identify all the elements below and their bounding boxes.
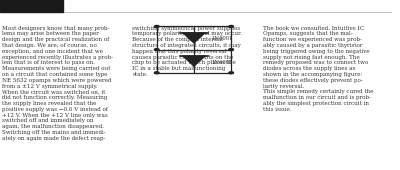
Polygon shape (182, 56, 206, 67)
Circle shape (229, 26, 234, 28)
Text: 1N4001: 1N4001 (212, 36, 233, 41)
Text: switching symmetrical power supplies
temporary polarity reversal may occur.
Beca: switching symmetrical power supplies tem… (132, 26, 242, 77)
Circle shape (229, 72, 234, 74)
Circle shape (154, 49, 159, 51)
Circle shape (154, 72, 159, 74)
Polygon shape (182, 33, 206, 43)
Circle shape (229, 49, 234, 51)
Circle shape (154, 26, 159, 28)
Text: Most designers know that many prob-
lems may arise between the paper
design and : Most designers know that many prob- lems… (2, 26, 113, 141)
Bar (0, 0, 63, 12)
Text: The book we consulted, Intuitive IC
Opamps, suggests that the mal-
function we e: The book we consulted, Intuitive IC Opam… (262, 26, 373, 112)
Text: 1N4001: 1N4001 (212, 59, 233, 65)
